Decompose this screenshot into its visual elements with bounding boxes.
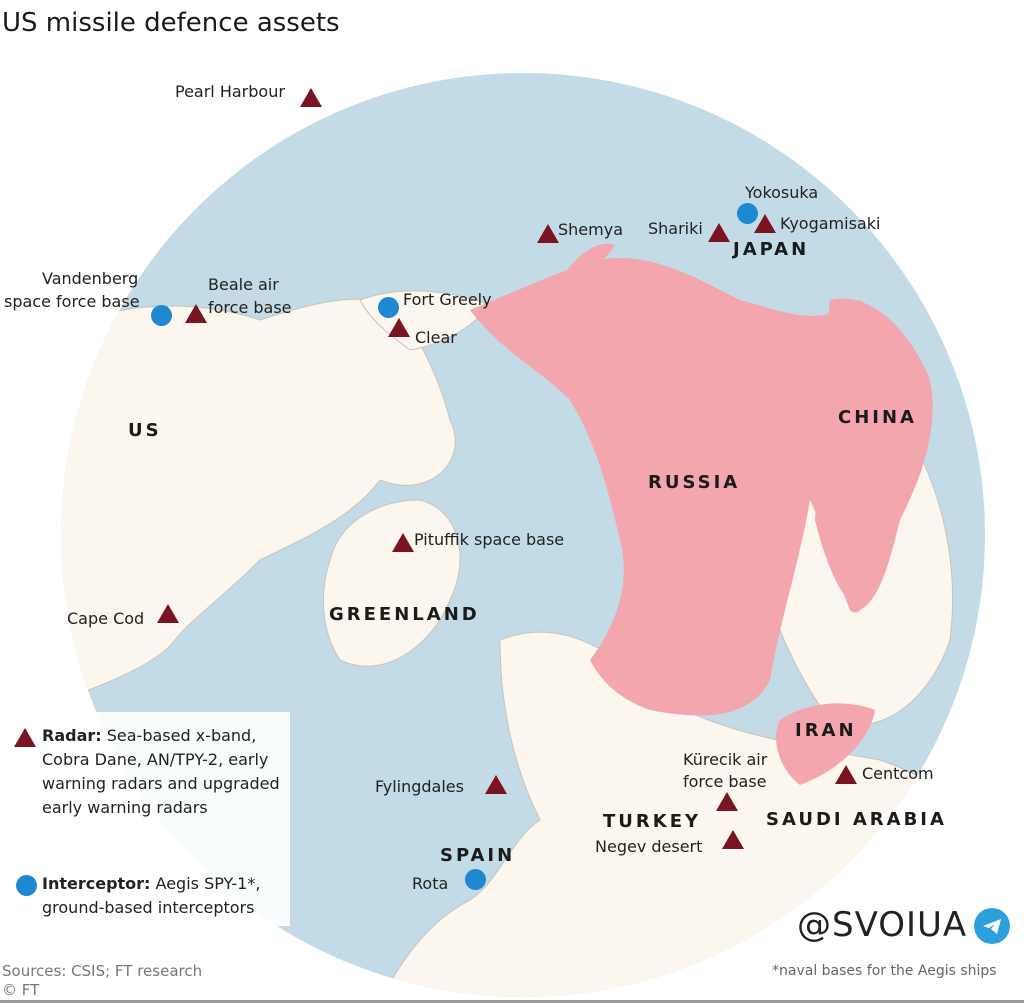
site-label-beale-2: force base [208,298,292,317]
sources: Sources: CSIS; FT research © FT [2,962,202,1000]
site-label-clear: Clear [415,328,457,347]
map-title: US missile defence assets [2,8,340,38]
site-label-centcom: Centcom [862,764,934,783]
radar-marker-kyogamisaki[interactable] [754,214,776,233]
country-label-china: CHINA [838,407,917,428]
channel-handle: @SVOIUA [797,905,968,945]
radar-marker-centcom[interactable] [835,765,857,784]
sources-text: Sources: CSIS; FT research [2,962,203,980]
radar-marker-kurecik[interactable] [716,792,738,811]
site-label-shariki: Shariki [648,219,703,238]
radar-marker-clear[interactable] [388,318,410,337]
telegram-icon [974,908,1010,944]
interceptor-marker-fort-greely[interactable] [378,297,399,318]
site-label-pearl-harbour: Pearl Harbour [175,82,285,101]
footnote: *naval bases for the Aegis ships [772,963,997,979]
country-label-turkey: TURKEY [603,811,702,832]
legend-interceptor-title: Interceptor: [42,874,151,893]
copyright: © FT [2,981,40,999]
country-label-iran: IRAN [795,720,857,741]
interceptor-marker-rota[interactable] [465,869,486,890]
legend-radar-text: Sea-based x-band, Cobra Dane, AN/TPY-2, … [42,726,280,817]
country-label-spain: SPAIN [440,845,516,866]
legend-radar: Radar: Sea-based x-band, Cobra Dane, AN/… [42,724,287,820]
site-label-beale-1: Beale air [208,275,279,294]
site-label-negev: Negev desert [595,837,703,856]
radar-marker-negev[interactable] [722,830,744,849]
greenland [323,499,461,667]
site-label-yokosuka: Yokosuka [745,183,819,202]
site-label-vandenberg-2: space force base [4,292,140,311]
radar-marker-cape-cod[interactable] [157,604,179,623]
radar-marker-shariki[interactable] [708,223,730,242]
site-label-pituffik: Pituffik space base [414,530,565,549]
site-label-fylingdales: Fylingdales [375,777,464,796]
site-label-shemya: Shemya [558,220,623,239]
interceptor-marker-yokosuka[interactable] [737,203,758,224]
russia [470,258,930,716]
site-label-fort-greely: Fort Greely [403,290,492,309]
site-label-vandenberg-1: Vandenberg [42,269,139,288]
country-label-russia: RUSSIA [648,472,741,493]
china [815,298,933,610]
site-label-kurecik-1: Kürecik air [683,750,768,769]
site-label-kurecik-2: force base [683,772,767,791]
country-label-greenland: GREENLAND [329,604,480,625]
legend: Radar: Sea-based x-band, Cobra Dane, AN/… [0,712,290,926]
iran [776,703,875,785]
bottom-divider [0,1000,1024,1003]
site-label-cape-cod: Cape Cod [67,609,145,628]
radar-marker-pearl-harbour[interactable] [300,88,322,107]
radar-marker-fylingdales[interactable] [485,775,507,794]
radar-marker-beale[interactable] [185,304,207,323]
legend-radar-title: Radar: [42,726,102,745]
north-america [61,298,456,701]
site-label-kyogamisaki: Kyogamisaki [780,214,881,233]
legend-interceptor-text: Aegis SPY-1*, ground-based interceptors [42,874,261,917]
kamchatka [560,243,615,300]
radar-marker-pituffik[interactable] [392,533,414,552]
country-label-japan: JAPAN [733,239,810,260]
radar-marker-shemya[interactable] [537,224,559,243]
interceptor-marker-vandenberg[interactable] [151,305,172,326]
country-label-us: US [128,420,162,441]
country-label-saudi-arabia: SAUDI ARABIA [766,809,947,830]
site-label-rota: Rota [412,874,449,893]
radar-legend-icon [14,728,36,747]
legend-interceptor: Interceptor: Aegis SPY-1*, ground-based … [42,872,287,920]
interceptor-legend-icon [16,875,37,896]
